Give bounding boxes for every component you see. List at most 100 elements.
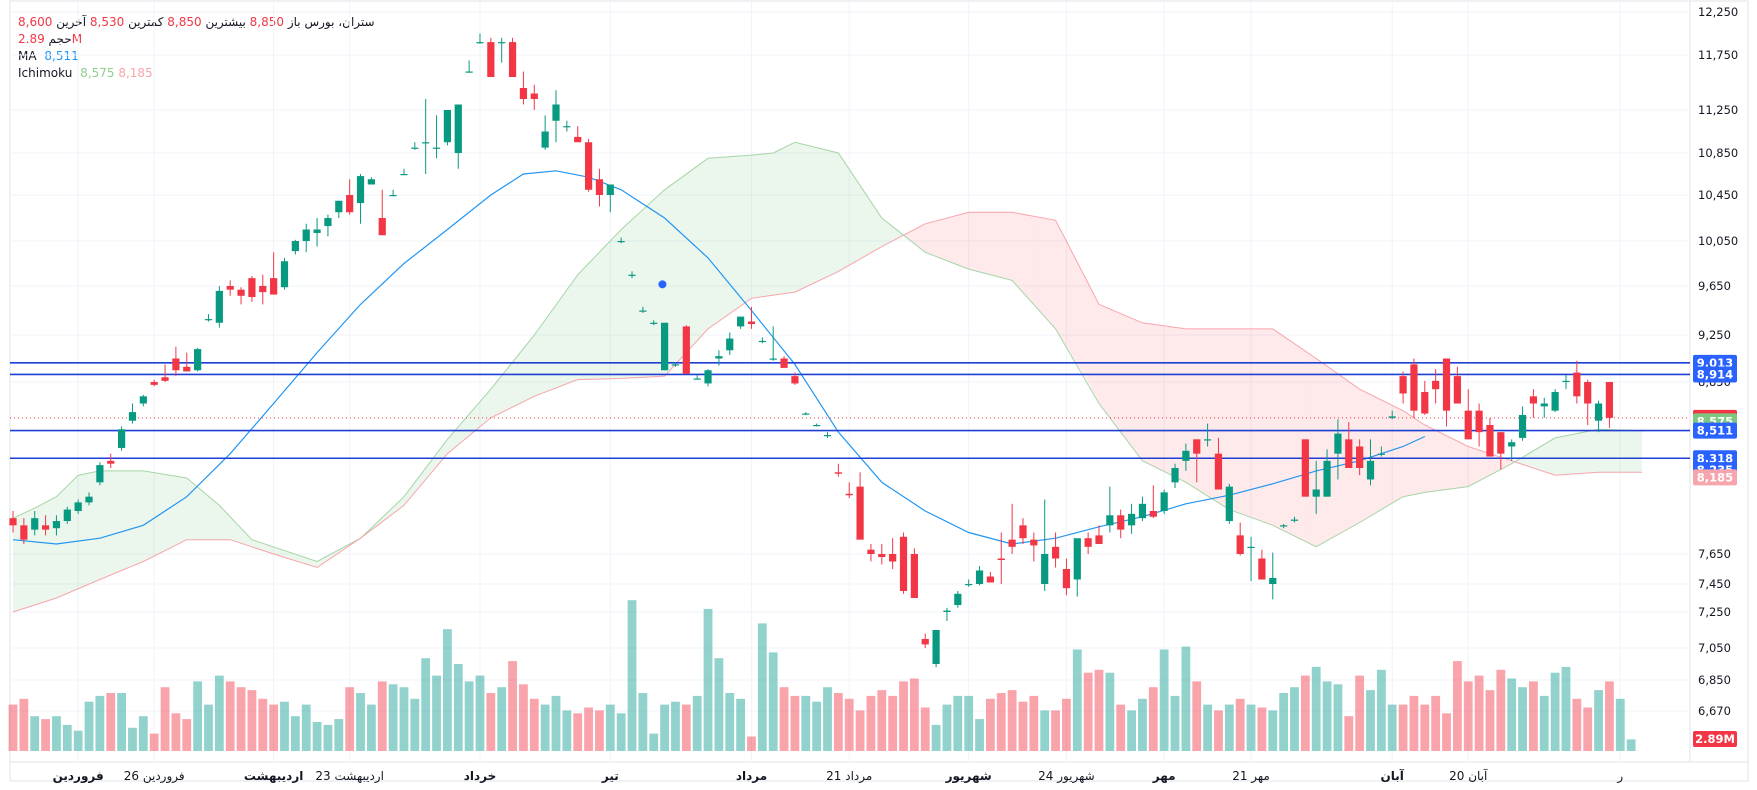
candle-body bbox=[986, 576, 994, 583]
horizontal-levels[interactable] bbox=[10, 362, 1690, 460]
cloud-segment bbox=[1175, 327, 1181, 480]
candle-body bbox=[1117, 515, 1125, 530]
cloud-segment bbox=[1207, 328, 1214, 500]
volume-bar bbox=[84, 701, 94, 751]
candle-body bbox=[1236, 535, 1244, 554]
cloud-segment bbox=[756, 154, 763, 298]
candle-body bbox=[1551, 392, 1559, 411]
cloud-segment bbox=[13, 515, 19, 612]
candle-body bbox=[150, 382, 158, 385]
y-tick-label: 7,250 bbox=[1698, 605, 1731, 619]
candle-body bbox=[563, 126, 571, 128]
volume-bar bbox=[714, 658, 724, 751]
cloud-segment bbox=[680, 174, 687, 359]
volume-bar bbox=[920, 707, 930, 751]
volume-bar bbox=[1290, 687, 1299, 751]
candle-body bbox=[1214, 453, 1223, 490]
volume-bar bbox=[725, 693, 735, 751]
cloud-segment bbox=[566, 281, 573, 384]
volume-bar bbox=[399, 687, 409, 751]
cloud-segment bbox=[1397, 407, 1404, 500]
cloud-segment bbox=[670, 181, 676, 371]
cloud-segment bbox=[213, 500, 220, 540]
candle-body bbox=[1388, 416, 1396, 418]
volume-bar bbox=[1452, 661, 1462, 751]
cloud-segment bbox=[1403, 410, 1409, 497]
cloud-segment bbox=[1479, 450, 1485, 481]
cloud-segment bbox=[1451, 438, 1458, 489]
candle-body bbox=[1225, 486, 1233, 522]
time-axis[interactable]: فروردین 26 فروردین اردیبهشت 23 اردیبهشت خردا… bbox=[53, 768, 1624, 784]
legend-high-label: بیشترین bbox=[205, 15, 246, 29]
legend-ichimoku-row: Ichimoku 8,575 8,185 bbox=[18, 65, 375, 82]
x-tick-label: فروردین bbox=[53, 769, 104, 784]
cloud-segment bbox=[1245, 328, 1252, 518]
volume-bar bbox=[1539, 695, 1549, 751]
x-tick-label: آبان bbox=[1381, 768, 1405, 783]
candle-body bbox=[476, 42, 484, 44]
candle-body bbox=[1269, 578, 1277, 584]
cloud-segment bbox=[865, 192, 871, 256]
volume-bar bbox=[475, 675, 485, 751]
candle-body bbox=[1247, 546, 1255, 549]
cloud-segment bbox=[1142, 322, 1148, 464]
cloud-segment bbox=[1223, 328, 1230, 510]
cloud-segment bbox=[1446, 435, 1452, 490]
volume-bar bbox=[931, 724, 941, 751]
cloud-segment bbox=[827, 150, 833, 277]
cloud-segment bbox=[621, 224, 627, 379]
cloud-segment bbox=[501, 368, 508, 413]
cloud-segment bbox=[284, 550, 290, 560]
cloud-segment bbox=[1419, 421, 1425, 494]
volume-bar bbox=[410, 698, 420, 751]
cloud-segment bbox=[849, 168, 855, 266]
candle-body bbox=[367, 179, 375, 185]
cloud-segment bbox=[1603, 429, 1610, 473]
cloud-segment bbox=[784, 144, 790, 294]
candle-body bbox=[1366, 460, 1375, 480]
cloud-segment bbox=[843, 160, 850, 269]
candle-body bbox=[204, 319, 213, 321]
cloud-segment bbox=[251, 539, 258, 549]
cloud-segment bbox=[137, 470, 144, 564]
candle-body bbox=[1497, 432, 1505, 454]
cloud-segment bbox=[990, 212, 996, 277]
volume-bar bbox=[453, 664, 463, 751]
cloud-segment bbox=[1576, 432, 1583, 474]
volume-bar bbox=[247, 690, 257, 751]
cloud-segment bbox=[1609, 429, 1615, 473]
volume-bar bbox=[540, 704, 550, 751]
candle-body bbox=[1062, 569, 1071, 589]
cloud-segment bbox=[322, 555, 328, 564]
cloud-segment bbox=[1050, 219, 1056, 329]
price-axis[interactable]: 12,250 11,750 11,250 10,850 10,450 10,050 9,65… bbox=[1698, 5, 1738, 718]
cloud-segment bbox=[1077, 261, 1083, 374]
volume-bar bbox=[877, 690, 887, 751]
cloud-segment bbox=[1066, 241, 1072, 356]
cloud-segment bbox=[1386, 402, 1393, 507]
cloud-segment bbox=[1506, 459, 1512, 467]
y-tick-label: 7,450 bbox=[1698, 577, 1731, 591]
volume-bar bbox=[30, 716, 40, 751]
cloud-segment bbox=[957, 213, 964, 268]
y-tick-label: 6,850 bbox=[1698, 673, 1731, 687]
volume-bar bbox=[323, 724, 333, 751]
candle-body bbox=[1280, 525, 1288, 527]
candle-body bbox=[346, 195, 354, 213]
cloud-segment bbox=[583, 263, 589, 380]
candle-body bbox=[541, 131, 549, 148]
cloud-segment bbox=[105, 470, 111, 578]
cloud-segment bbox=[1033, 216, 1040, 311]
volume-bar bbox=[975, 719, 984, 751]
volume-bar bbox=[801, 695, 811, 751]
candle-body bbox=[1084, 538, 1092, 547]
volume-bar bbox=[1485, 690, 1495, 751]
volume-bar bbox=[1148, 687, 1158, 751]
cloud-segment bbox=[23, 510, 30, 609]
volume-bar bbox=[95, 695, 105, 751]
volume-bar bbox=[1626, 739, 1636, 751]
cloud-segment bbox=[1060, 230, 1067, 347]
candle-body bbox=[650, 322, 658, 324]
volume-bar bbox=[1594, 690, 1603, 751]
